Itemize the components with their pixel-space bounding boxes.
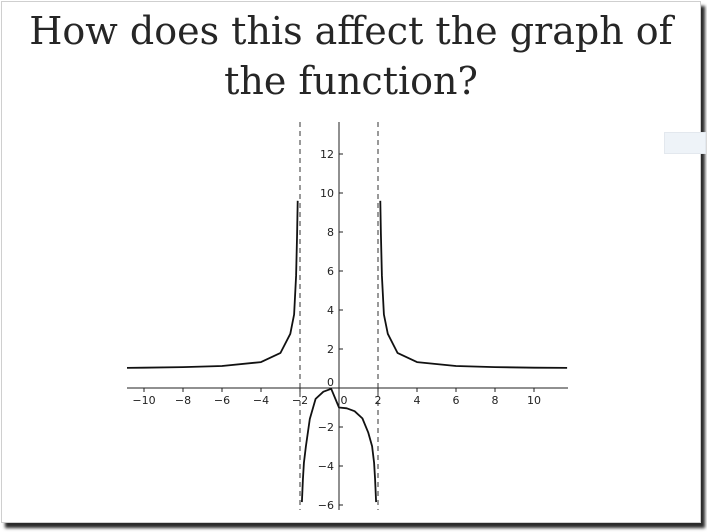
- y-tick-label: 10: [320, 187, 334, 200]
- curve-group: [127, 200, 568, 503]
- x-tick-label: 4: [414, 394, 421, 407]
- x-tick-label: −4: [253, 394, 269, 407]
- y-tick-label: 8: [327, 226, 334, 239]
- y-tick-label: 12: [320, 148, 334, 161]
- x-tick-label: −10: [132, 394, 155, 407]
- title-line-1: How does this affect the graph of: [29, 9, 673, 53]
- slide-title: How does this affect the graph of the fu…: [2, 6, 700, 106]
- y-tick-label: −6: [318, 499, 334, 512]
- y-tick-label: 0: [327, 376, 334, 389]
- curve-branch-1: [127, 200, 299, 369]
- y-tick-label: −4: [318, 460, 334, 473]
- x-tick-label: 8: [492, 394, 499, 407]
- x-tick-label: 0: [341, 394, 348, 407]
- y-tick-label: 4: [327, 304, 334, 317]
- x-tick-label: −6: [214, 394, 230, 407]
- function-graph: −10 −8 −6 −4 −2 2 4 6 8 10 0 2 4 6 8 10 12 −2 −4 −6 0: [127, 122, 568, 512]
- slide: How does this affect the graph of the fu…: [1, 1, 706, 523]
- y-tick-label: −2: [318, 421, 334, 434]
- x-tick-label: 10: [527, 394, 541, 407]
- title-line-2: the function?: [224, 59, 478, 103]
- curve-branch-3: [379, 200, 568, 369]
- x-tick-label: −8: [175, 394, 191, 407]
- y-tick-label: 6: [327, 265, 334, 278]
- x-tick-label: 2: [375, 394, 382, 407]
- curve-branch-2: [301, 387, 377, 503]
- x-tick-label: −2: [292, 394, 308, 407]
- y-tick-label: 2: [327, 343, 334, 356]
- x-tick-label: 6: [453, 394, 460, 407]
- faded-overlay-widget: [664, 132, 706, 154]
